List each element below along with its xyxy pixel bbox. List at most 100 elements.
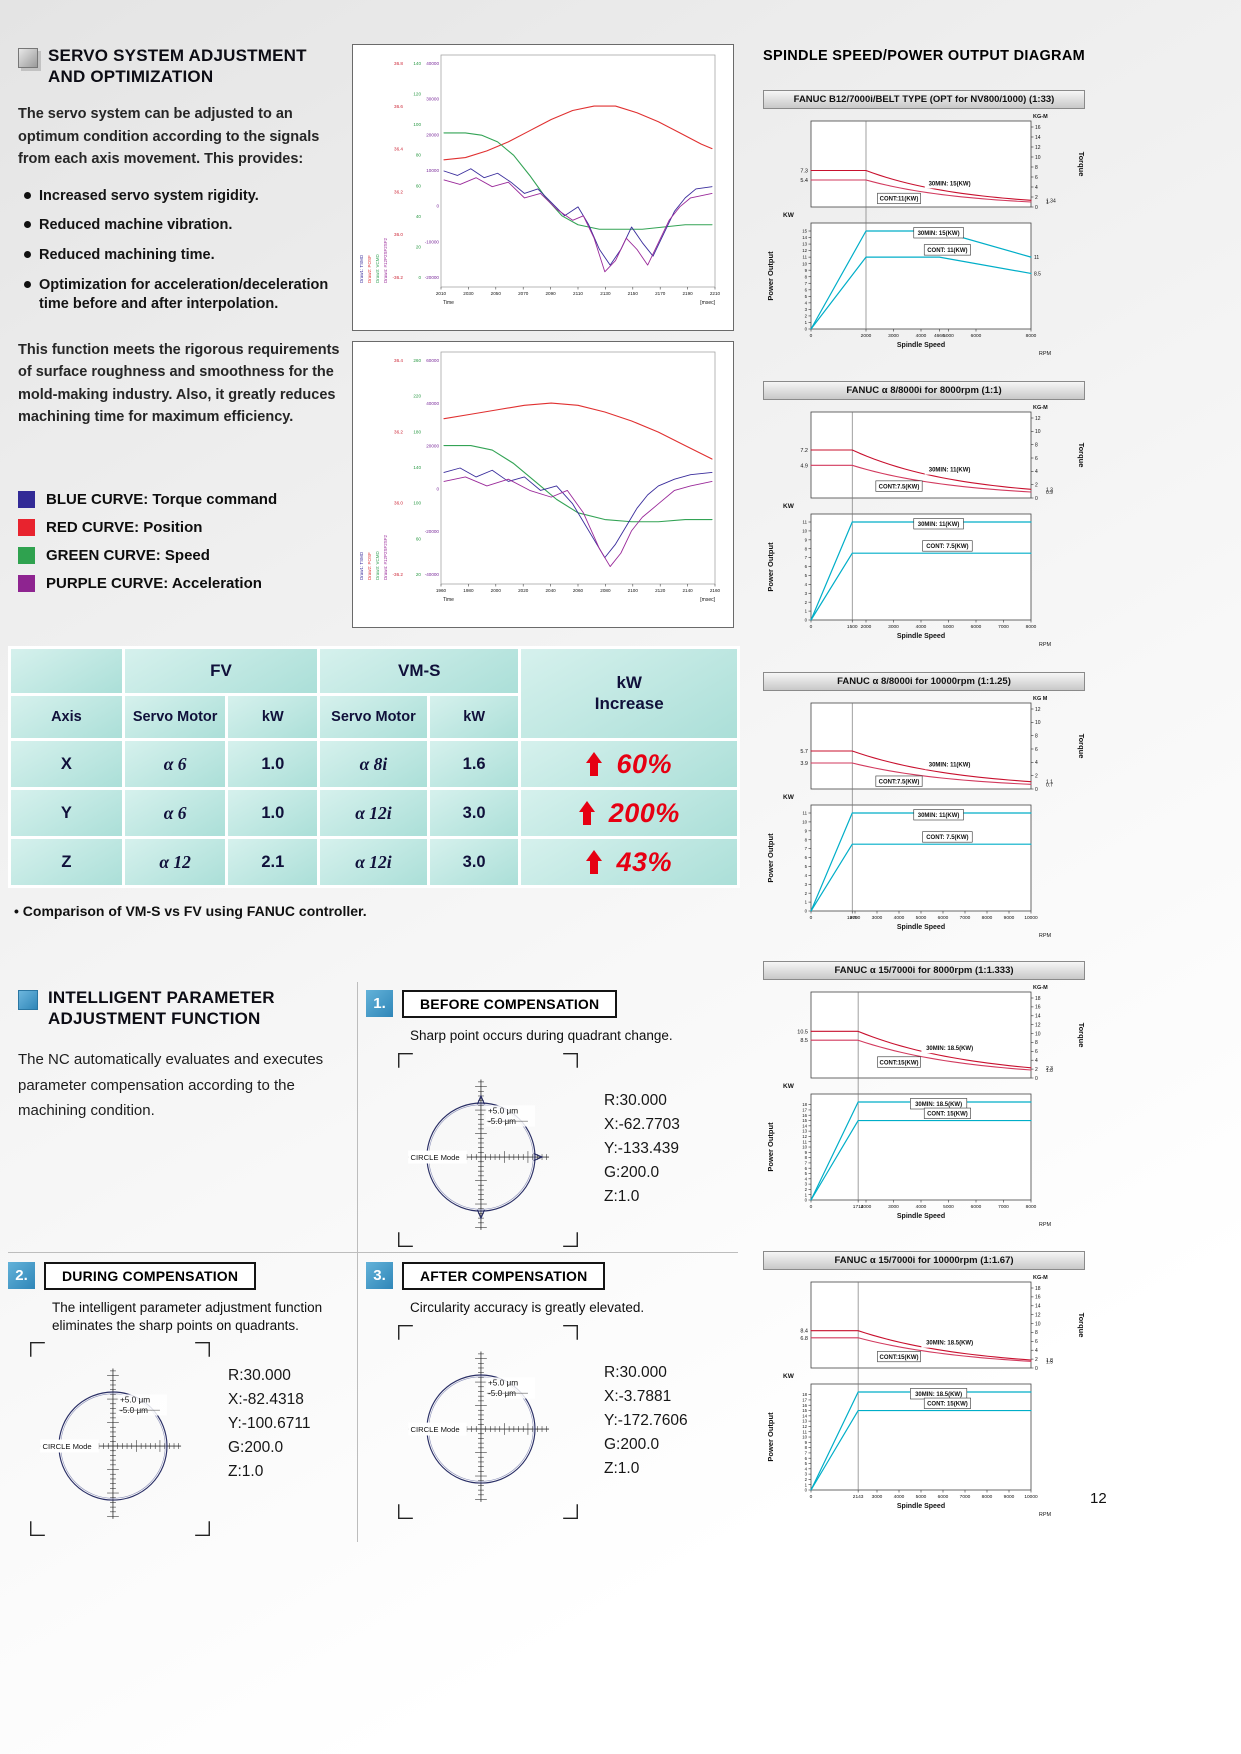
- table-header-axis: Axis: [11, 696, 122, 738]
- svg-text:10: 10: [802, 1145, 807, 1150]
- svg-text:4: 4: [1035, 760, 1038, 766]
- svg-text:30MIN: 18.5(KW): 30MIN: 18.5(KW): [915, 1392, 962, 1398]
- svg-text:1: 1: [1046, 200, 1049, 206]
- svg-text:2000: 2000: [861, 624, 872, 630]
- svg-text:Torque: Torque: [1077, 443, 1085, 468]
- svg-text:10.5: 10.5: [797, 1029, 808, 1035]
- svg-text:CONT:7.5(KW): CONT:7.5(KW): [879, 779, 920, 785]
- svg-text:KW: KW: [783, 212, 795, 219]
- svg-text:11: 11: [803, 811, 808, 816]
- spindle-chart-a15-10000: FANUC α 15/7000i for 10000rpm (1:1.67) 1…: [763, 1251, 1085, 1540]
- svg-text:0: 0: [805, 1488, 808, 1493]
- svg-text:0: 0: [810, 624, 813, 630]
- increase-value: 43%: [616, 846, 672, 877]
- after-compensation-panel: 3. AFTER COMPENSATION Circularity accura…: [366, 1262, 738, 1523]
- svg-text:KG-M: KG-M: [1033, 985, 1048, 991]
- vms-motor-cell: α 8i: [320, 741, 427, 787]
- svg-text:RPM: RPM: [1039, 1512, 1052, 1518]
- increase-cell: 200%: [521, 790, 737, 836]
- svg-text:0: 0: [805, 1198, 808, 1203]
- readout-line: R:30.000: [604, 1363, 667, 1381]
- svg-text:Draw2: POSF: Draw2: POSF: [367, 552, 372, 580]
- curve-color-swatch: [18, 490, 35, 508]
- svg-text:4000: 4000: [916, 1204, 927, 1210]
- svg-text:-10000: -10000: [425, 239, 440, 244]
- svg-text:KG-M: KG-M: [1033, 405, 1048, 411]
- svg-text:3000: 3000: [888, 333, 899, 339]
- svg-text:36.0: 36.0: [394, 501, 403, 506]
- svg-text:Draw3: VCMD: Draw3: VCMD: [375, 253, 380, 283]
- svg-text:Torque: Torque: [1077, 1023, 1085, 1048]
- panel-header: 2. DURING COMPENSATION: [8, 1262, 356, 1290]
- vms-motor-cell: α 12i: [320, 839, 427, 885]
- svg-text:18: 18: [1035, 996, 1041, 1002]
- svg-text:7.3: 7.3: [800, 169, 808, 175]
- svg-text:4000: 4000: [916, 624, 927, 630]
- svg-text:6.8: 6.8: [800, 1336, 808, 1342]
- increase-value: 200%: [608, 797, 680, 828]
- svg-text:7: 7: [805, 555, 808, 560]
- svg-text:7000: 7000: [960, 915, 971, 921]
- fv-motor-cell: α 6: [124, 741, 226, 787]
- svg-text:100: 100: [413, 122, 421, 127]
- svg-text:140: 140: [413, 465, 421, 470]
- svg-text:13: 13: [802, 242, 807, 247]
- svg-text:6000: 6000: [938, 1494, 949, 1500]
- svg-text:1: 1: [805, 609, 808, 614]
- svg-text:2: 2: [805, 891, 808, 896]
- svg-text:4.9: 4.9: [800, 463, 808, 469]
- svg-text:8: 8: [1035, 1330, 1038, 1336]
- svg-text:Spindle Speed: Spindle Speed: [897, 924, 945, 931]
- svg-text:2150: 2150: [628, 291, 639, 296]
- svg-text:17: 17: [802, 1398, 807, 1403]
- legend-item: GREEN CURVE: Speed: [18, 546, 346, 564]
- spindle-speed-power-plot: 181614121086420KG-MTorque10.52.38.51.830…: [766, 985, 1085, 1228]
- section-marker-icon: [18, 990, 38, 1010]
- fv-kw-cell: 1.0: [228, 741, 318, 787]
- svg-text:-5.0 μm: -5.0 μm: [120, 1406, 148, 1415]
- readout-line: Z:1.0: [228, 1463, 264, 1481]
- spindle-chart-title: FANUC α 8/8000i for 10000rpm (1:1.25): [763, 672, 1085, 691]
- svg-text:0: 0: [810, 1494, 813, 1500]
- legend-label: RED CURVE: Position: [46, 518, 203, 536]
- section-marker-icon: [18, 48, 38, 68]
- svg-text:12: 12: [1035, 707, 1041, 713]
- svg-text:11: 11: [1034, 255, 1039, 261]
- svg-text:30MIN: 11(KW): 30MIN: 11(KW): [918, 522, 960, 528]
- panel-caption: Circularity accuracy is greatly elevated…: [410, 1300, 645, 1315]
- svg-text:40000: 40000: [426, 61, 439, 66]
- svg-text:20000: 20000: [426, 132, 439, 137]
- legend-item: BLUE CURVE: Torque command: [18, 490, 346, 508]
- circle-mode-diagram: +5.0 μm -5.0 μm CIRCLE Mode: [398, 1324, 578, 1519]
- title-line: SERVO SYSTEM ADJUSTMENT: [48, 46, 307, 65]
- svg-text:20000: 20000: [426, 444, 439, 449]
- legend-label: PURPLE CURVE: Acceleration: [46, 574, 262, 592]
- svg-text:KW: KW: [783, 1083, 795, 1090]
- svg-text:10: 10: [1035, 720, 1041, 726]
- svg-text:8.5: 8.5: [1034, 271, 1041, 277]
- svg-text:13: 13: [802, 1129, 807, 1134]
- svg-text:6000: 6000: [971, 333, 982, 339]
- svg-text:2: 2: [805, 600, 808, 605]
- svg-text:2: 2: [1035, 195, 1038, 201]
- axis-cell: Y: [11, 790, 122, 836]
- servo-trace-chart-2: 36.4 36.2 36.0 -36.2 260 220 180 140 100 60 20 6000…: [352, 341, 734, 628]
- fv-kw-cell: 2.1: [228, 839, 318, 885]
- svg-text:8: 8: [1035, 1040, 1038, 1046]
- svg-text:1: 1: [805, 900, 808, 905]
- svg-text:Spindle Speed: Spindle Speed: [897, 1213, 945, 1220]
- svg-text:CIRCLE Mode: CIRCLE Mode: [42, 1442, 91, 1451]
- svg-text:5: 5: [805, 1171, 808, 1176]
- svg-text:10: 10: [1035, 155, 1041, 161]
- spindle-diagram-header: SPINDLE SPEED/POWER OUTPUT DIAGRAM: [763, 48, 1085, 64]
- svg-text:16: 16: [1035, 1295, 1041, 1301]
- table-row: Z α 12 2.1 α 12i 3.0 43%: [11, 839, 737, 885]
- svg-text:RPM: RPM: [1039, 642, 1052, 648]
- svg-text:6: 6: [1035, 1339, 1038, 1345]
- svg-text:7: 7: [805, 1161, 808, 1166]
- list-item: Reduced machining time.: [22, 246, 346, 266]
- svg-text:6000: 6000: [971, 624, 982, 630]
- svg-text:7: 7: [805, 281, 808, 286]
- svg-text:CIRCLE Mode: CIRCLE Mode: [410, 1153, 459, 1162]
- svg-text:Draw4: #12P2SF2SF2: Draw4: #12P2SF2SF2: [383, 237, 388, 283]
